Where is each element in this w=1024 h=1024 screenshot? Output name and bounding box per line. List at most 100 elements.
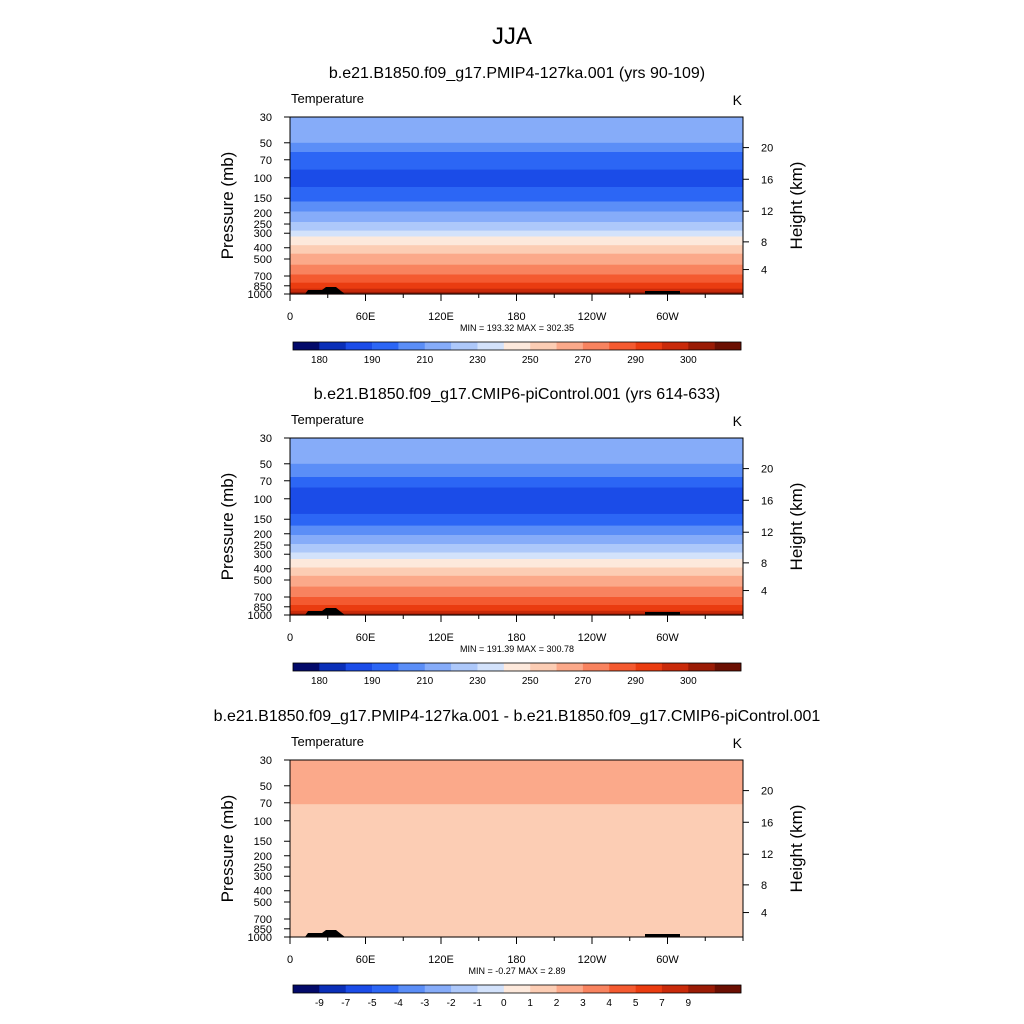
x-tick-label: 60E <box>356 311 376 323</box>
colorbar-swatch <box>609 985 636 993</box>
colorbar-label: 2 <box>554 998 560 1009</box>
panel-3: b.e21.B1850.f09_g17.PMIP4-127ka.001 - b.… <box>214 708 821 1009</box>
colorbar-label: 290 <box>627 355 644 366</box>
colorbar-label: 180 <box>311 676 328 687</box>
colorbar: 180 190 210 230 250 270 290 300 <box>292 662 742 687</box>
colorbar-swatch <box>293 342 320 350</box>
contour-band <box>290 535 743 545</box>
colorbar-swatch <box>477 663 505 671</box>
colorbar-swatch <box>714 985 742 993</box>
contour-band <box>290 575 743 588</box>
colorbar-label: -7 <box>341 998 350 1009</box>
terrain <box>645 291 680 294</box>
y-tick-label: 30 <box>260 433 272 445</box>
y-tick-label: 400 <box>254 243 272 255</box>
y-tick-label: 50 <box>260 459 272 471</box>
field-label: Temperature <box>291 734 364 749</box>
height-tick-label: 8 <box>761 237 767 249</box>
y2-axis-label: Height (km) <box>787 162 806 250</box>
contour-band <box>290 152 743 171</box>
y-tick-label: 300 <box>254 871 272 883</box>
height-tick-label: 4 <box>761 586 767 598</box>
colorbar-label: 300 <box>680 355 697 366</box>
y-tick-label: 70 <box>260 476 272 488</box>
contour-band <box>290 264 743 276</box>
height-tick-label: 4 <box>761 265 767 277</box>
colorbar-swatch <box>424 342 452 350</box>
y-tick-label: 1000 <box>248 610 272 622</box>
y-tick-label: 200 <box>254 529 272 541</box>
y-tick-label: 70 <box>260 155 272 167</box>
colorbar-swatch <box>714 342 742 350</box>
contour-band <box>290 610 743 615</box>
colorbar-swatch <box>556 342 584 350</box>
colorbar-label: 190 <box>364 676 381 687</box>
x-tick-label: 180 <box>507 311 525 323</box>
panel-2: b.e21.B1850.f09_g17.CMIP6-piControl.001 … <box>218 386 806 687</box>
y-tick-label: 850 <box>254 924 272 936</box>
colorbar-swatch <box>345 663 373 671</box>
stats-label: MIN = 193.32 MAX = 302.35 <box>460 323 574 333</box>
y-tick-label: 200 <box>254 851 272 863</box>
contour-band <box>290 525 743 536</box>
y-axis-label: Pressure (mb) <box>218 795 237 903</box>
x-tick-label: 60W <box>656 954 679 966</box>
colorbar-swatch <box>477 342 505 350</box>
y-tick-label: 150 <box>254 514 272 526</box>
contour-band <box>290 597 743 606</box>
colorbar-label: -2 <box>447 998 456 1009</box>
colorbar-label: 1 <box>527 998 533 1009</box>
colorbar-swatch <box>398 663 426 671</box>
colorbar-swatch <box>503 342 531 350</box>
colorbar-frame <box>292 341 742 351</box>
colorbar-frame <box>292 662 742 672</box>
colorbar-label: 230 <box>469 676 486 687</box>
height-tick-label: 12 <box>761 206 773 218</box>
colorbar-label: 230 <box>469 355 486 366</box>
colorbar-swatch <box>503 663 531 671</box>
y-tick-label: 250 <box>254 219 272 231</box>
panel-title: b.e21.B1850.f09_g17.CMIP6-piControl.001 … <box>314 386 720 403</box>
height-tick-label: 12 <box>761 527 773 539</box>
contour-band <box>290 438 743 465</box>
terrain <box>305 287 345 294</box>
panel-title: b.e21.B1850.f09_g17.PMIP4-127ka.001 (yrs… <box>329 65 705 82</box>
y-tick-label: 500 <box>254 575 272 587</box>
contour-band <box>290 211 743 223</box>
x-tick-label: 60E <box>356 632 376 644</box>
height-tick-label: 20 <box>761 143 773 155</box>
height-tick-label: 8 <box>761 880 767 892</box>
colorbar-label: -4 <box>394 998 403 1009</box>
height-tick-label: 20 <box>761 786 773 798</box>
x-tick-label: 0 <box>287 311 293 323</box>
terrain <box>645 612 680 615</box>
contour-fill <box>290 117 743 295</box>
y-tick-label: 300 <box>254 228 272 240</box>
panel-title: b.e21.B1850.f09_g17.PMIP4-127ka.001 - b.… <box>214 708 821 725</box>
contour-band <box>290 187 743 203</box>
y-tick-label: 150 <box>254 193 272 205</box>
colorbar-label: 300 <box>680 676 697 687</box>
colorbar-swatch <box>477 985 505 993</box>
contour-band <box>290 201 743 213</box>
contour-band <box>290 463 743 478</box>
x-tick-label: 180 <box>507 632 525 644</box>
height-tick-label: 12 <box>761 849 773 861</box>
colorbar-swatch <box>556 663 584 671</box>
colorbar-swatch <box>398 985 426 993</box>
unit-label: K <box>733 735 743 751</box>
colorbar-swatch <box>398 342 426 350</box>
colorbar-swatch <box>293 985 320 993</box>
colorbar-swatch <box>451 663 478 671</box>
colorbar-label: 5 <box>633 998 639 1009</box>
colorbar-swatch <box>451 985 478 993</box>
height-tick-label: 4 <box>761 908 767 920</box>
unit-label: K <box>733 92 743 108</box>
y-tick-label: 50 <box>260 138 272 150</box>
colorbar-swatch <box>609 342 636 350</box>
y-tick-label: 400 <box>254 886 272 898</box>
contour-band <box>290 245 743 255</box>
colorbar-swatch <box>345 342 373 350</box>
colorbar-swatch <box>661 342 689 350</box>
contour-fill <box>290 438 743 616</box>
